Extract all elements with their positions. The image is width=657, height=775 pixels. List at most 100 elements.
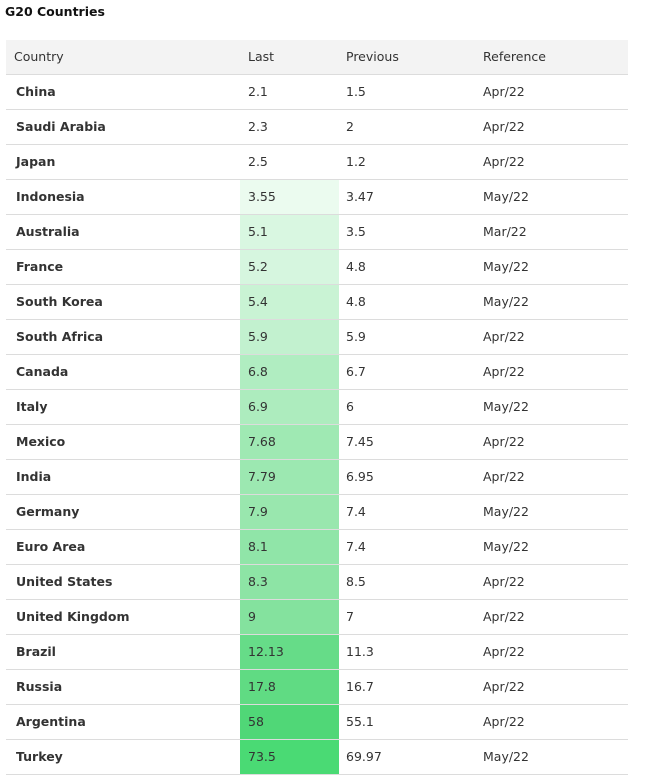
last-value: 7.9 [240,494,339,530]
previous-value: 6 [339,389,474,425]
country-link[interactable]: South Korea [6,284,240,320]
country-link[interactable]: China [6,74,240,110]
previous-value: 3.47 [339,179,474,215]
previous-value: 6.7 [339,354,474,390]
header-row: Country Last Previous Reference [6,40,628,75]
previous-value: 1.5 [339,74,474,110]
country-link[interactable]: Euro Area [6,529,240,565]
last-value: 6.9 [240,389,339,425]
last-value: 3.55 [240,179,339,215]
previous-value: 1.2 [339,144,474,180]
table-row: Argentina 58 55.1 Apr/22 [6,704,628,740]
country-link[interactable]: Brazil [6,634,240,670]
country-link[interactable]: Italy [6,389,240,425]
header-previous[interactable]: Previous [339,40,474,75]
table-row: France 5.2 4.8 May/22 [6,249,628,285]
last-value: 5.1 [240,214,339,250]
table-row: United States 8.3 8.5 Apr/22 [6,564,628,600]
last-value: 12.13 [240,634,339,670]
table-row: Australia 5.1 3.5 Mar/22 [6,214,628,250]
previous-value: 7.4 [339,529,474,565]
previous-value: 5.9 [339,319,474,355]
reference-value: Apr/22 [474,564,628,600]
previous-value: 8.5 [339,564,474,600]
previous-value: 4.8 [339,249,474,285]
country-link[interactable]: Mexico [6,424,240,460]
previous-value: 4.8 [339,284,474,320]
previous-value: 16.7 [339,669,474,705]
table-row: South Korea 5.4 4.8 May/22 [6,284,628,320]
last-value: 5.9 [240,319,339,355]
country-link[interactable]: India [6,459,240,495]
country-link[interactable]: Argentina [6,704,240,740]
last-value: 9 [240,599,339,635]
country-link[interactable]: Russia [6,669,240,705]
last-value: 6.8 [240,354,339,390]
last-value: 2.3 [240,109,339,145]
previous-value: 7.4 [339,494,474,530]
page-title: G20 Countries [5,4,105,19]
last-value: 2.5 [240,144,339,180]
country-link[interactable]: South Africa [6,319,240,355]
country-link[interactable]: Saudi Arabia [6,109,240,145]
g20-table: Country Last Previous Reference China 2.1… [6,40,628,775]
reference-value: May/22 [474,494,628,530]
country-link[interactable]: United States [6,564,240,600]
reference-value: Apr/22 [474,424,628,460]
country-link[interactable]: United Kingdom [6,599,240,635]
table-row: India 7.79 6.95 Apr/22 [6,459,628,495]
table-row: South Africa 5.9 5.9 Apr/22 [6,319,628,355]
table-row: Brazil 12.13 11.3 Apr/22 [6,634,628,670]
last-value: 5.4 [240,284,339,320]
table-row: Japan 2.5 1.2 Apr/22 [6,144,628,180]
last-value: 17.8 [240,669,339,705]
reference-value: May/22 [474,179,628,215]
table-row: United Kingdom 9 7 Apr/22 [6,599,628,635]
reference-value: May/22 [474,249,628,285]
country-link[interactable]: Indonesia [6,179,240,215]
reference-value: Apr/22 [474,704,628,740]
header-last[interactable]: Last [240,40,339,75]
reference-value: Apr/22 [474,459,628,495]
reference-value: Apr/22 [474,669,628,705]
reference-value: May/22 [474,389,628,425]
previous-value: 69.97 [339,739,474,775]
previous-value: 7 [339,599,474,635]
table-row: Turkey 73.5 69.97 May/22 [6,739,628,775]
last-value: 8.3 [240,564,339,600]
previous-value: 3.5 [339,214,474,250]
previous-value: 7.45 [339,424,474,460]
table-row: China 2.1 1.5 Apr/22 [6,74,628,110]
country-link[interactable]: Germany [6,494,240,530]
header-reference[interactable]: Reference [474,40,628,75]
table-row: Euro Area 8.1 7.4 May/22 [6,529,628,565]
table-row: Mexico 7.68 7.45 Apr/22 [6,424,628,460]
country-link[interactable]: Australia [6,214,240,250]
reference-value: Apr/22 [474,109,628,145]
table-row: Italy 6.9 6 May/22 [6,389,628,425]
previous-value: 6.95 [339,459,474,495]
country-link[interactable]: Japan [6,144,240,180]
table-row: Canada 6.8 6.7 Apr/22 [6,354,628,390]
reference-value: Apr/22 [474,599,628,635]
reference-value: Apr/22 [474,74,628,110]
reference-value: Apr/22 [474,144,628,180]
reference-value: May/22 [474,739,628,775]
country-link[interactable]: France [6,249,240,285]
last-value: 7.79 [240,459,339,495]
table-row: Germany 7.9 7.4 May/22 [6,494,628,530]
reference-value: Apr/22 [474,634,628,670]
reference-value: Apr/22 [474,354,628,390]
previous-value: 2 [339,109,474,145]
last-value: 58 [240,704,339,740]
last-value: 5.2 [240,249,339,285]
last-value: 2.1 [240,74,339,110]
table-header: Country Last Previous Reference [6,40,628,75]
previous-value: 11.3 [339,634,474,670]
reference-value: May/22 [474,284,628,320]
header-country[interactable]: Country [6,40,240,75]
country-link[interactable]: Canada [6,354,240,390]
reference-value: Apr/22 [474,319,628,355]
previous-value: 55.1 [339,704,474,740]
country-link[interactable]: Turkey [6,739,240,775]
